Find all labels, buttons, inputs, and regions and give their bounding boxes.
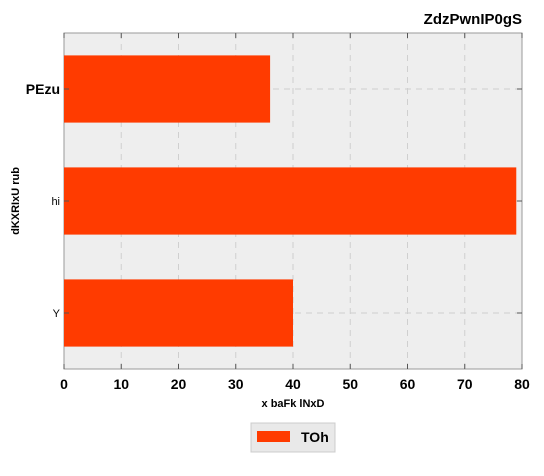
axis-ticks: 0 10 20 30 40 50 60 70 80 PEzu hi Y bbox=[26, 33, 530, 392]
legend-swatch bbox=[257, 431, 290, 442]
x-tick-label: 50 bbox=[342, 376, 358, 392]
x-tick-label: 20 bbox=[171, 376, 187, 392]
y-axis-label: dKXRIxU rub bbox=[10, 167, 22, 235]
chart-title: ZdzPwnIP0gS bbox=[424, 11, 522, 28]
bar bbox=[64, 167, 517, 235]
bars bbox=[64, 55, 517, 347]
x-tick-label: 0 bbox=[60, 376, 68, 392]
x-tick-label: 30 bbox=[228, 376, 244, 392]
x-tick-label: 60 bbox=[400, 376, 416, 392]
x-tick-label: 40 bbox=[285, 376, 301, 392]
x-tick-label: 10 bbox=[113, 376, 129, 392]
legend-label: TOh bbox=[301, 429, 329, 445]
bar bbox=[64, 55, 271, 123]
legend: TOh bbox=[250, 422, 336, 453]
x-tick-label: 80 bbox=[514, 376, 530, 392]
y-tick-label: PEzu bbox=[26, 81, 60, 97]
bar bbox=[64, 279, 293, 347]
y-tick-label: hi bbox=[51, 196, 60, 208]
x-axis-label: x baFk lNxD bbox=[262, 398, 325, 410]
x-tick-label: 70 bbox=[457, 376, 473, 392]
y-tick-label: Y bbox=[53, 308, 61, 320]
